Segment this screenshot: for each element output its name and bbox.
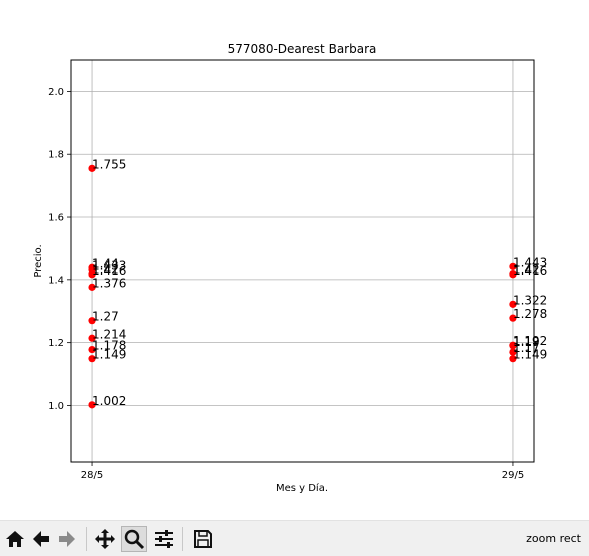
axes-frame [70, 59, 535, 463]
y-tick-label: 1.4 [48, 275, 64, 286]
configure-subplots-button[interactable] [151, 526, 177, 552]
data-label: 1.42 [92, 263, 119, 277]
home-icon [6, 531, 24, 547]
data-label: 1.416 [513, 264, 547, 278]
data-label: 1.44 [92, 256, 119, 270]
data-label: 1.433 [92, 258, 126, 272]
y-tick-label: 1.6 [48, 213, 64, 224]
data-label: 1.42 [513, 263, 540, 277]
chart: 577080-Dearest Barbara 1.0 1.2 1.4 1.6 1.8 2.… [33, 42, 547, 494]
data-point [88, 283, 96, 291]
toolbar-status: zoom rect [526, 532, 581, 545]
data-point [509, 342, 517, 350]
data-point [88, 355, 96, 363]
save-icon [194, 530, 212, 548]
data-label: 1.214 [92, 327, 126, 341]
data-point [88, 334, 96, 342]
data-point [509, 262, 517, 270]
data-point [509, 300, 517, 308]
data-label: 1.149 [92, 348, 126, 362]
point-layer: 1.7551.441.4331.421.4161.3761.271.2141.1… [88, 157, 547, 409]
x-axis-label: Mes y Día. [276, 482, 328, 494]
data-point [88, 271, 96, 279]
x-tick-label: 29/5 [502, 470, 524, 481]
toolbar-separator [182, 527, 183, 551]
configure-subplots-icon [155, 530, 173, 548]
y-tick-label: 2.0 [48, 87, 64, 98]
data-label: 1.19 [513, 335, 540, 349]
save-button[interactable] [190, 526, 216, 552]
chart-title: 577080-Dearest Barbara [228, 42, 377, 56]
y-tick-label: 1.0 [48, 401, 64, 412]
data-point [88, 401, 96, 409]
plot-area: 577080-Dearest Barbara 1.0 1.2 1.4 1.6 1.8 2.… [33, 42, 547, 494]
data-point [509, 348, 517, 356]
data-label: 1.278 [513, 307, 547, 321]
tick-layer: 1.0 1.2 1.4 1.6 1.8 2.0 28/5 29/5 [48, 87, 524, 481]
data-point [88, 164, 96, 172]
y-tick-label: 1.2 [48, 338, 64, 349]
data-point [509, 314, 517, 322]
data-point [88, 317, 96, 325]
data-label: 1.27 [92, 310, 119, 324]
back-arrow-icon [33, 531, 49, 547]
pan-button[interactable] [92, 526, 118, 552]
data-label: 1.443 [513, 255, 547, 269]
x-tick-label: 28/5 [81, 470, 103, 481]
data-label: 1.002 [92, 394, 126, 408]
back-button[interactable] [28, 526, 54, 552]
y-axis-label: Precio. [33, 244, 44, 277]
data-point [509, 355, 517, 363]
forward-arrow-icon [59, 531, 75, 547]
grid-layer [71, 60, 534, 462]
navigation-toolbar: zoom rect [0, 520, 589, 556]
zoom-button[interactable] [121, 526, 147, 552]
data-label: 1.416 [92, 264, 126, 278]
home-button[interactable] [2, 526, 28, 552]
data-label: 1.376 [92, 276, 126, 290]
toolbar-separator [86, 527, 87, 551]
data-label: 1.755 [92, 157, 126, 171]
data-label: 1.178 [92, 339, 126, 353]
pan-icon [95, 529, 115, 549]
data-point [509, 271, 517, 279]
forward-button[interactable] [54, 526, 80, 552]
data-label: 1.192 [513, 334, 547, 348]
data-label: 1.149 [513, 348, 547, 362]
y-tick-label: 1.8 [48, 150, 64, 161]
data-point [88, 345, 96, 354]
data-label: 1.322 [513, 293, 547, 307]
zoom-icon [124, 529, 145, 550]
data-label: 1.17 [513, 341, 540, 355]
